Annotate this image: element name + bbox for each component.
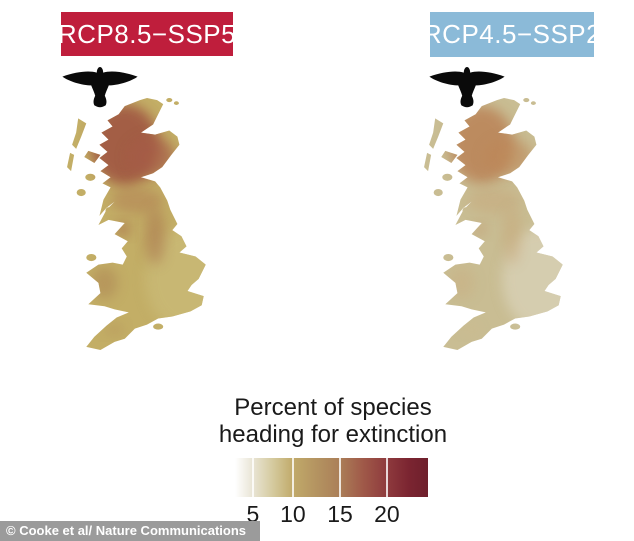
colorbar-tick-label: 10 bbox=[280, 501, 306, 527]
colorbar-tick-label: 5 bbox=[246, 501, 260, 527]
map-great-britain-rcp85 bbox=[64, 96, 226, 352]
legend-title-line1: Percent of species bbox=[234, 394, 432, 421]
colorbar-tick-label: 20 bbox=[374, 501, 400, 527]
scenario-badge-rcp85: RCP8.5−SSP5 bbox=[57, 12, 237, 56]
colorbar-tick bbox=[251, 458, 254, 497]
bird-icon bbox=[60, 64, 140, 110]
colorbar-tick-label: 15 bbox=[327, 501, 353, 527]
attribution-credit: © Cooke et al/ Nature Communications bbox=[0, 521, 261, 541]
scenario-badge-rcp45: RCP4.5−SSP2 bbox=[423, 12, 601, 57]
colorbar-tick bbox=[291, 458, 294, 497]
legend-title-line2: heading for extinction bbox=[218, 421, 448, 448]
bird-icon bbox=[427, 64, 507, 110]
legend-title: Percent of species heading for extinctio… bbox=[167, 394, 499, 448]
colorbar-labels: 5 10 15 20 bbox=[235, 501, 428, 529]
colorbar bbox=[235, 458, 428, 497]
map-great-britain-rcp45 bbox=[421, 96, 583, 352]
scenario-label-rcp45: RCP4.5−SSP2 bbox=[422, 19, 602, 49]
scenario-label-rcp85: RCP8.5−SSP5 bbox=[57, 18, 237, 49]
colorbar-tick bbox=[385, 458, 388, 497]
colorbar-tick bbox=[338, 458, 341, 497]
